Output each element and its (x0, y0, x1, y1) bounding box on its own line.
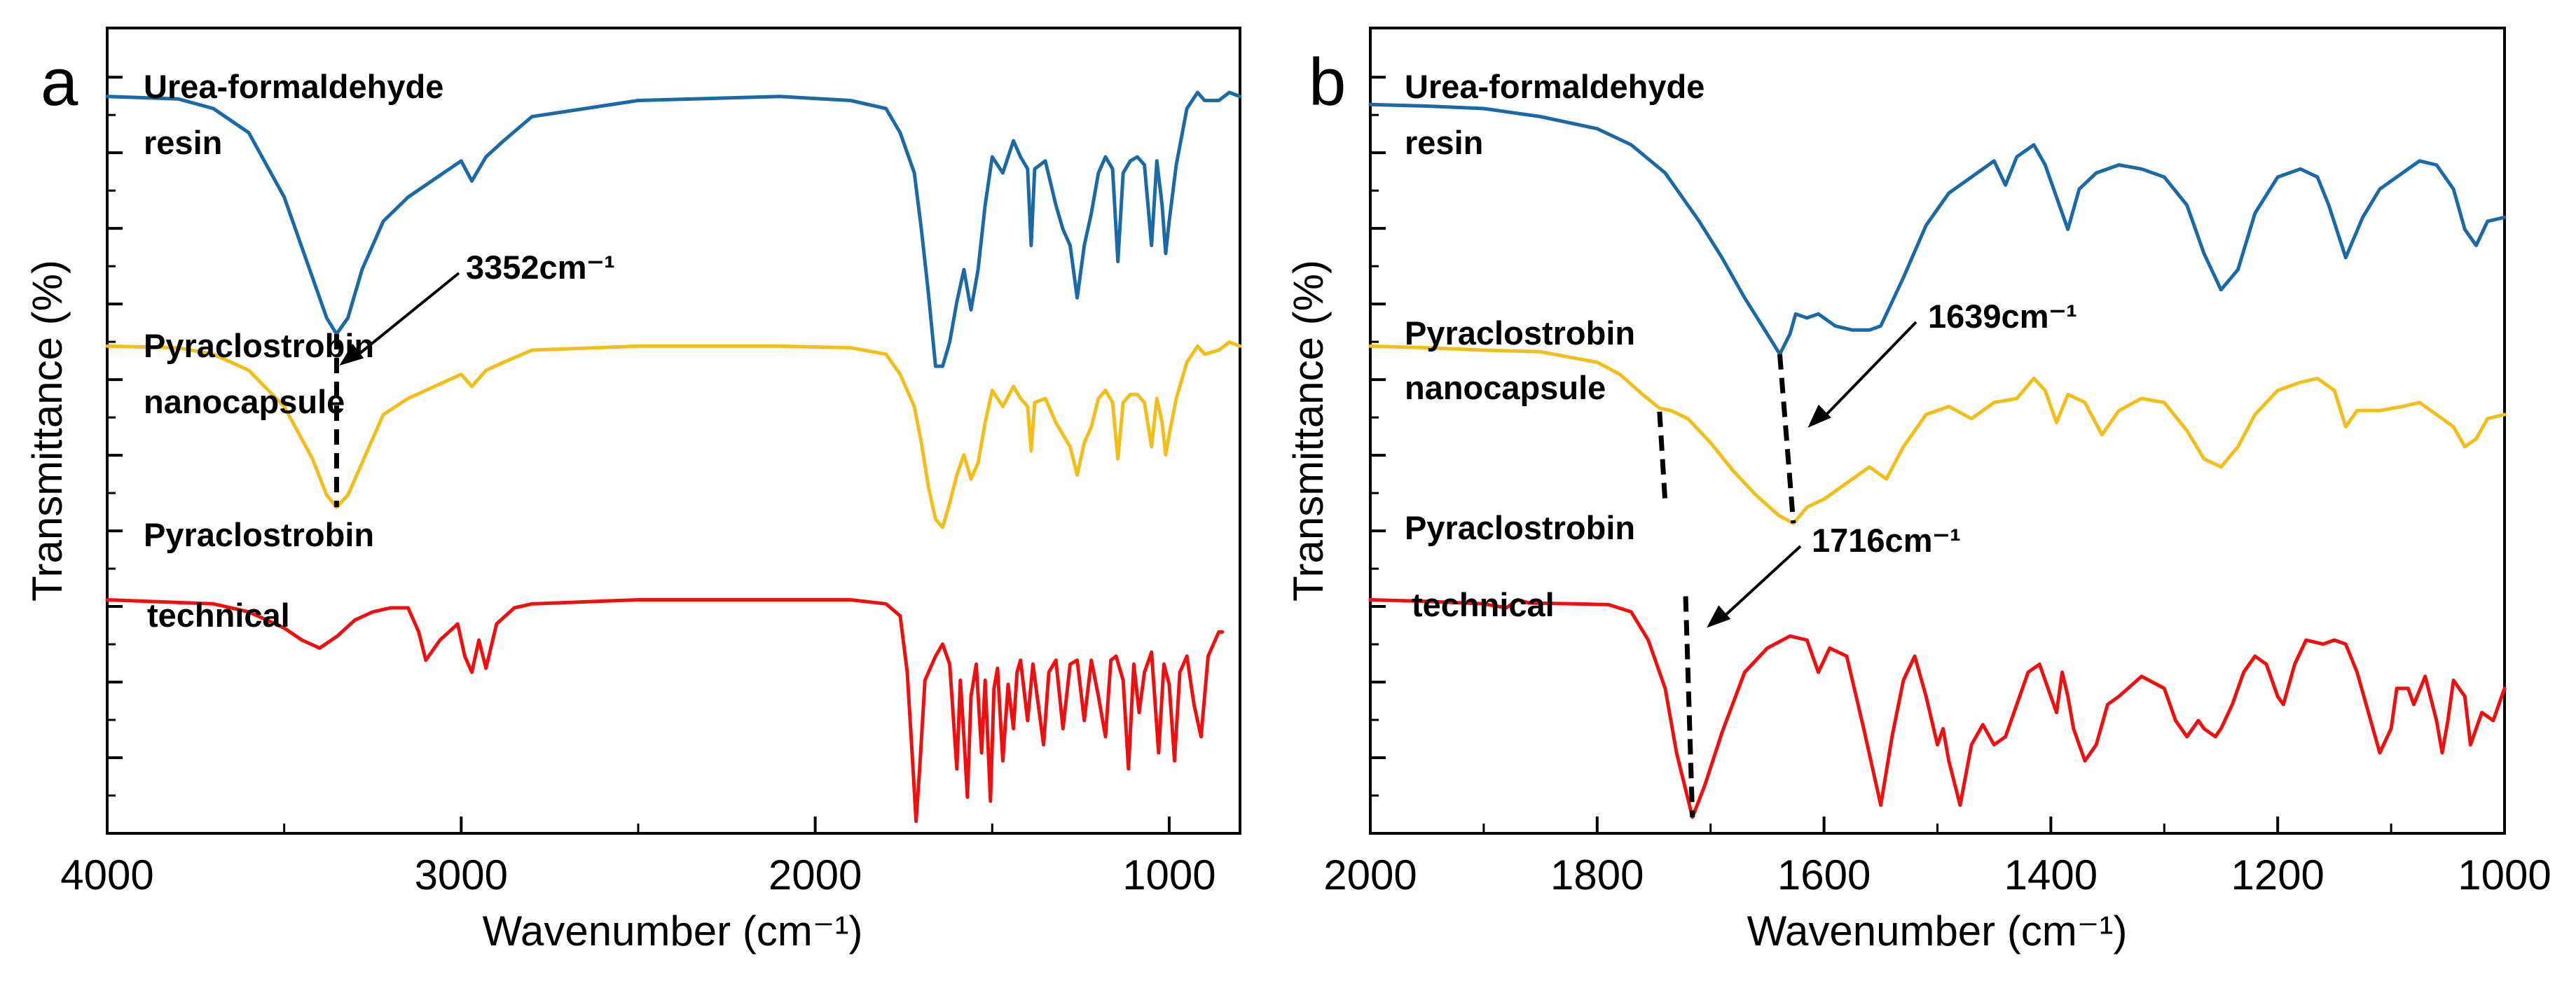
series-line-urea (105, 90, 1242, 368)
spectra-b (1368, 102, 2507, 819)
peak-marker-1716-upper (1657, 411, 1668, 504)
plot-frame-a (106, 27, 1241, 835)
y-axis-title-a: Transmittance (%) (24, 260, 71, 602)
arrowhead-3352 (339, 343, 364, 366)
x-ticks-b: 2000 1800 1600 1400 1200 1000 (1323, 817, 2551, 898)
arrow-3352 (352, 272, 460, 360)
label-a-tech-line1: Pyraclostrobin (144, 516, 374, 553)
x-tick-label: 4000 (60, 852, 153, 898)
x-tick-label: 2000 (1323, 852, 1417, 898)
x-tick-label: 2000 (769, 852, 862, 898)
panel-a: a 4000 3000 2000 1000 Transmittance (%) Wav… (24, 27, 1242, 954)
peak-marker-1639 (1777, 354, 1796, 524)
y-axis-title-b: Transmittance (%) (1285, 260, 1332, 602)
panel-letter-b: b (1309, 45, 1346, 120)
x-axis-title-b: Wavenumber (cm⁻¹) (1747, 908, 2128, 954)
annotation-1639: 1639cm⁻¹ (1928, 298, 2077, 335)
x-tick-label: 1400 (2004, 852, 2098, 898)
x-tick-label: 1200 (2231, 852, 2324, 898)
label-a-urea-line2: resin (144, 124, 222, 161)
annotation-1716: 1716cm⁻¹ (1812, 522, 1961, 559)
peak-marker-1716 (1683, 596, 1695, 818)
x-ticks-a: 4000 3000 2000 1000 (60, 817, 1216, 898)
arrow-1639 (1819, 321, 1917, 422)
panel-letter-a: a (41, 45, 78, 120)
series-line-technical (105, 598, 1225, 824)
label-b-urea-line1: Urea-formaldehyde (1405, 68, 1704, 105)
label-b-tech-line2: technical (1412, 586, 1555, 623)
label-b-nano-line2: nanocapsule (1405, 369, 1606, 406)
label-a-urea-line1: Urea-formaldehyde (144, 68, 443, 105)
label-a-nano-line2: nanocapsule (144, 383, 345, 420)
y-ticks-a (107, 76, 123, 797)
series-line-nanocapsule (105, 340, 1242, 529)
series-line-nanocapsule (1368, 344, 2507, 525)
arrowhead-1639 (1807, 404, 1831, 428)
y-ticks-b (1370, 76, 1386, 797)
plot-frame-b (1369, 27, 2506, 835)
x-tick-label: 1000 (2458, 852, 2551, 898)
label-b-tech-line1: Pyraclostrobin (1405, 509, 1635, 546)
panel-b: b 2000 1800 1600 1400 1200 1000 Transmittance… (1285, 27, 2551, 954)
label-a-nano-line1: Pyraclostrobin (144, 327, 374, 364)
spectra-a (105, 90, 1242, 824)
arrow-1716 (1718, 545, 1802, 622)
label-a-tech-line2: technical (147, 597, 290, 634)
x-tick-label: 1000 (1122, 852, 1215, 898)
annotation-3352: 3352cm⁻¹ (466, 249, 615, 286)
series-line-urea (1368, 102, 2507, 356)
x-tick-label: 1600 (1777, 852, 1871, 898)
label-b-urea-line2: resin (1405, 124, 1483, 161)
x-tick-label: 3000 (415, 852, 508, 898)
x-axis-title-a: Wavenumber (cm⁻¹) (483, 908, 863, 954)
series-line-technical (1368, 598, 2507, 819)
arrowhead-1716 (1707, 605, 1731, 628)
label-b-nano-line1: Pyraclostrobin (1405, 314, 1635, 352)
x-tick-label: 1800 (1550, 852, 1644, 898)
